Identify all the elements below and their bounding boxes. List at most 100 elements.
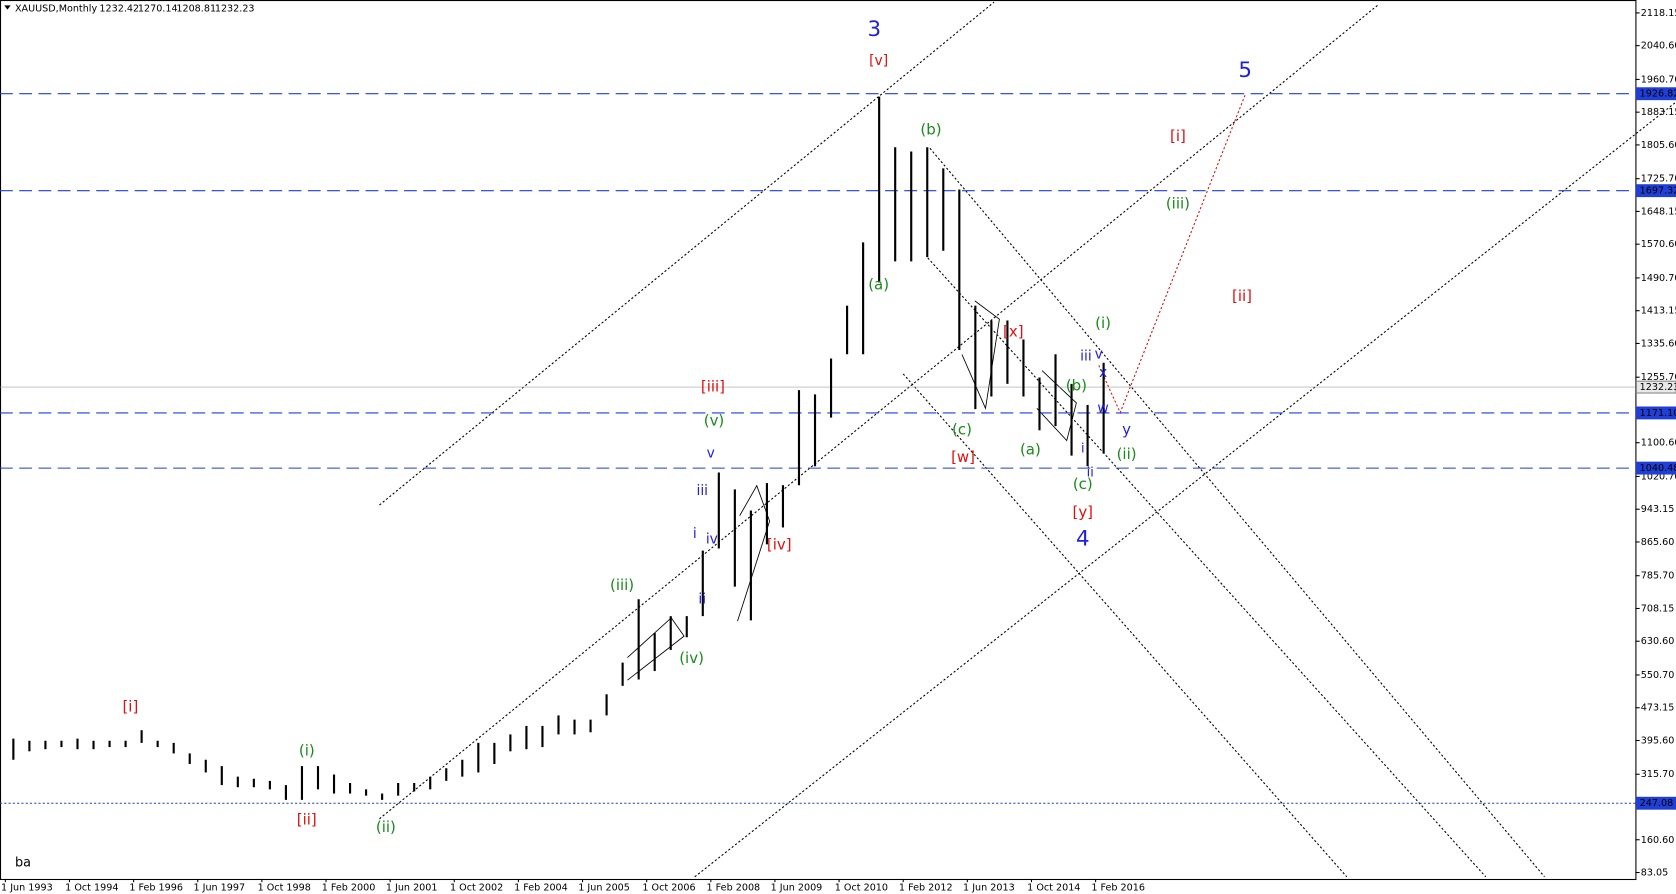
footer-label: ba [15,855,31,870]
x-tick-label: 1 Jun 2001 [386,883,438,894]
level-label: 1040.48 [1640,463,1676,474]
level-box [1635,461,1676,475]
level-box [1635,87,1676,101]
wave-label: iii [696,483,708,499]
x-tick-label: 1 Jun 1993 [1,883,53,894]
y-tick-label: 1413.15 [1641,306,1676,317]
wave-label: iii [1080,349,1092,365]
y-tick-label: 1883.15 [1641,107,1676,118]
trend-line [929,147,1545,878]
y-tick-label: 1725.70 [1641,174,1676,185]
x-tick-label: 1 Oct 2006 [642,883,695,894]
level-label: 1926.82 [1640,89,1676,100]
x-tick-label: 1 Jun 1997 [193,883,245,894]
wave-label: i [693,526,697,542]
y-tick-label: 2118.15 [1641,8,1676,19]
y-tick-label: 785.70 [1641,571,1675,582]
x-tick-label: 1 Feb 2000 [322,883,376,894]
wave-label: [i] [1170,127,1186,145]
wave-label: (i) [1095,314,1111,332]
x-tick-label: 1 Feb 2008 [707,883,761,894]
wave-label: (ii) [376,818,396,836]
wave-label: [i] [122,698,138,716]
wave-label: y [1122,420,1131,438]
y-tick-label: 315.70 [1641,769,1675,780]
level-box [1635,184,1676,198]
y-tick-label: 160.60 [1641,835,1675,846]
level-box [1635,796,1676,810]
x-tick-label: 1 Jun 2013 [963,883,1015,894]
ohlc-close: 1232.23 [215,4,255,15]
x-tick-label: 1 Oct 2002 [450,883,503,894]
y-tick-label: 1805.60 [1641,140,1676,151]
wave-label: ii [698,592,706,608]
wave-label: v [1095,347,1103,363]
level-label: 1232.23 [1640,382,1676,393]
y-tick-label: 1960.70 [1641,74,1676,85]
x-tick-label: 1 Feb 2004 [514,883,568,894]
wave-label: 5 [1238,58,1252,83]
menu-arrow[interactable] [4,5,11,10]
y-tick-label: 1255.70 [1641,372,1676,383]
wave-label: 4 [1076,526,1090,551]
wave-label: [ii] [297,810,317,828]
wave-label: 3 [868,17,882,42]
y-tick-label: 83.05 [1641,868,1668,879]
wave-label: (a) [868,275,889,293]
y-tick-label: 473.15 [1641,703,1675,714]
y-tick-label: 1335.60 [1641,338,1676,349]
y-tick-label: 1020.70 [1641,471,1676,482]
trend-line [694,101,1676,878]
level-box [1635,406,1676,420]
trend-lines [379,1,1676,878]
wave-label: (iii) [610,576,634,594]
level-label: 1697.32 [1640,186,1676,197]
level-box [1635,380,1676,394]
level-label: 247.08 [1640,798,1674,809]
wave-label: w [1097,400,1108,416]
y-tick-label: 1648.15 [1641,206,1676,217]
wave-label: (b) [1066,376,1087,394]
x-tick-label: 1 Oct 1998 [258,883,311,894]
x-tick-label: 1 Jun 2009 [771,883,823,894]
wave-label: [v] [869,53,888,69]
y-tick-label: 2040.60 [1641,41,1676,52]
trend-line [902,373,1348,878]
y-tick-label: 708.15 [1641,603,1675,614]
wave-label: iv [706,531,718,547]
x-tick-label: 1 Jun 2005 [578,883,630,894]
x-tick-label: 1 Feb 2012 [899,883,953,894]
symbol-title: XAUUSD,Monthly [15,4,97,15]
wave-label: [iv] [767,535,792,553]
y-tick-label: 630.60 [1641,636,1675,647]
wave-label: (v) [704,412,725,430]
x-tick-label: 1 Oct 2010 [835,883,888,894]
level-label: 1171.10 [1640,408,1676,419]
x-tick-label: 1 Oct 2014 [1027,883,1080,894]
y-tick-label: 1100.60 [1641,438,1676,449]
wave-label: (i) [299,742,315,760]
ohlc-high: 1270.14 [138,4,178,15]
trend-line [379,3,1380,820]
plot-frame [0,0,1637,881]
trend-line [927,257,1487,878]
y-tick-label: 1490.70 [1641,273,1676,284]
wave-label: (iv) [679,649,704,667]
wave-label: ii [1087,465,1094,480]
trend-line [379,1,995,506]
ohlc-low: 1208.81 [176,4,216,15]
wave-label: v [707,445,715,461]
wave-label: i [1081,442,1085,457]
y-tick-label: 1570.60 [1641,239,1676,250]
y-tick-label: 550.70 [1641,670,1675,681]
x-tick-label: 1 Oct 1994 [65,883,118,894]
wave-label: [y] [1073,503,1094,521]
y-tick-label: 395.60 [1641,735,1675,746]
x-tick-label: 1 Feb 1996 [129,883,183,894]
ohlc-open: 1232.42 [99,4,139,15]
y-tick-label: 943.15 [1641,504,1675,515]
wave-label: (c) [1073,475,1093,493]
wave-label: [iii] [701,377,725,395]
